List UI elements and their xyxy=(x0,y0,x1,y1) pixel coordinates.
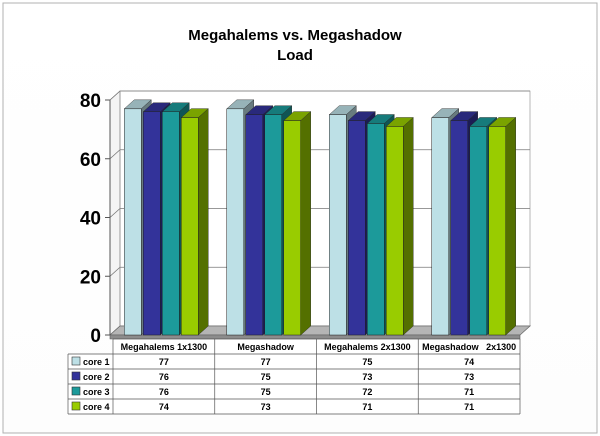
legend-label: core 3 xyxy=(83,387,110,397)
table-cell: 74 xyxy=(464,357,474,367)
table-cell: 77 xyxy=(159,357,169,367)
category-label: Megashadow 2x1300 xyxy=(422,342,516,352)
bar xyxy=(367,123,385,336)
table-cell: 75 xyxy=(261,387,271,397)
legend-label: core 1 xyxy=(83,357,110,367)
table-cell: 73 xyxy=(362,372,372,382)
table-cell: 76 xyxy=(159,372,169,382)
chart-subtitle: Load xyxy=(277,47,313,64)
table-cell: 72 xyxy=(362,387,372,397)
legend-swatch xyxy=(71,401,81,411)
legend-swatch xyxy=(71,356,81,366)
bar xyxy=(431,117,449,336)
bar xyxy=(181,117,199,336)
bar xyxy=(329,114,347,336)
table-cell: 76 xyxy=(159,387,169,397)
bar xyxy=(226,108,244,336)
bar xyxy=(162,111,180,336)
bar xyxy=(469,126,487,336)
bar-side xyxy=(403,116,414,336)
table-cell: 73 xyxy=(261,402,271,412)
legend-swatch xyxy=(71,386,81,396)
bar xyxy=(386,126,404,336)
table-cell: 71 xyxy=(464,402,474,412)
bar xyxy=(245,114,263,336)
category-label: Megashadow xyxy=(237,342,295,352)
legend-label: core 4 xyxy=(83,402,110,412)
y-tick-label: 80 xyxy=(80,91,101,112)
y-tick-label: 20 xyxy=(80,267,101,288)
table-cell: 75 xyxy=(362,357,372,367)
table-cell: 75 xyxy=(261,372,271,382)
category-label: Megahalems 2x1300 xyxy=(324,342,411,352)
chart-title: Megahalems vs. Megashadow xyxy=(188,27,402,44)
floor-edge xyxy=(109,334,521,340)
back-wall xyxy=(110,91,530,335)
bar-side xyxy=(198,108,209,336)
bar xyxy=(264,114,282,336)
bar xyxy=(450,120,468,336)
y-tick-label: 40 xyxy=(80,209,101,230)
table-cell: 77 xyxy=(261,357,271,367)
y-tick-label: 0 xyxy=(90,326,101,347)
bar-side xyxy=(505,116,516,336)
y-tick-label: 60 xyxy=(80,150,101,171)
data-table: Megahalems 1x1300 Megashadow Megahalems 2x… xyxy=(67,338,521,415)
table-cell: 71 xyxy=(464,387,474,397)
legend-swatch xyxy=(71,371,81,381)
bar xyxy=(124,108,142,336)
table-cell: 71 xyxy=(362,402,372,412)
legend-label: core 2 xyxy=(83,372,110,382)
plot-area: 0 20 40 60 80 xyxy=(80,90,532,347)
bar xyxy=(283,120,301,336)
bar-side xyxy=(300,111,311,336)
bar xyxy=(143,111,161,336)
table-cell: 73 xyxy=(464,372,474,382)
bar xyxy=(488,126,506,336)
category-label: Megahalems 1x1300 xyxy=(121,342,208,352)
bar xyxy=(348,120,366,336)
table-cell: 74 xyxy=(159,402,169,412)
